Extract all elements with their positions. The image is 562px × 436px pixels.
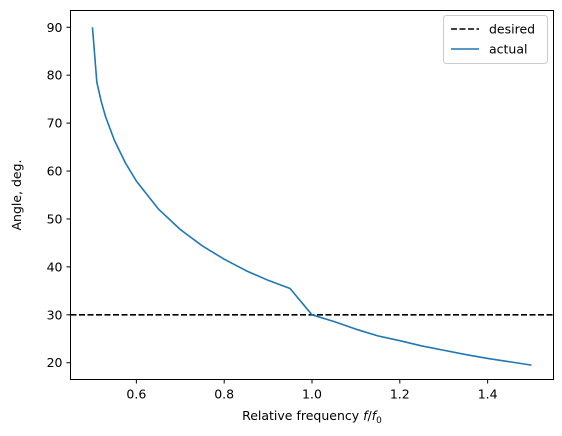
x-axis-label: Relative frequency f/f0 [242,408,382,426]
y-tick-label: 50 [47,211,63,226]
plot-area: 0.6 0.8 1.0 1.2 1.4 20 30 40 50 60 70 80 90 [47,10,554,402]
legend-box [443,15,548,64]
y-tick-label: 60 [47,164,63,179]
y-tick-label: 70 [47,116,63,131]
x-tick-label: 0.6 [126,387,146,402]
y-axis-label: Angle, deg. [9,159,24,230]
legend-label-actual: actual [489,42,528,57]
y-tick-label: 30 [47,307,63,322]
legend-label-desired: desired [489,22,535,37]
x-tick-label: 1.0 [302,387,322,402]
axes-frame [70,10,554,380]
legend: desired actual [443,15,548,64]
y-tick-label: 90 [47,20,63,35]
x-tick-label: 0.8 [214,387,234,402]
y-axis-ticks: 20 30 40 50 60 70 80 90 [47,20,71,370]
y-tick-label: 20 [47,355,63,370]
series-layer [70,27,554,366]
x-tick-label: 1.4 [478,387,498,402]
y-tick-label: 80 [47,68,63,83]
x-tick-label: 1.2 [390,387,410,402]
series-actual-line [91,27,532,366]
x-axis-ticks: 0.6 0.8 1.0 1.2 1.4 [126,379,498,402]
y-tick-label: 40 [47,259,63,274]
